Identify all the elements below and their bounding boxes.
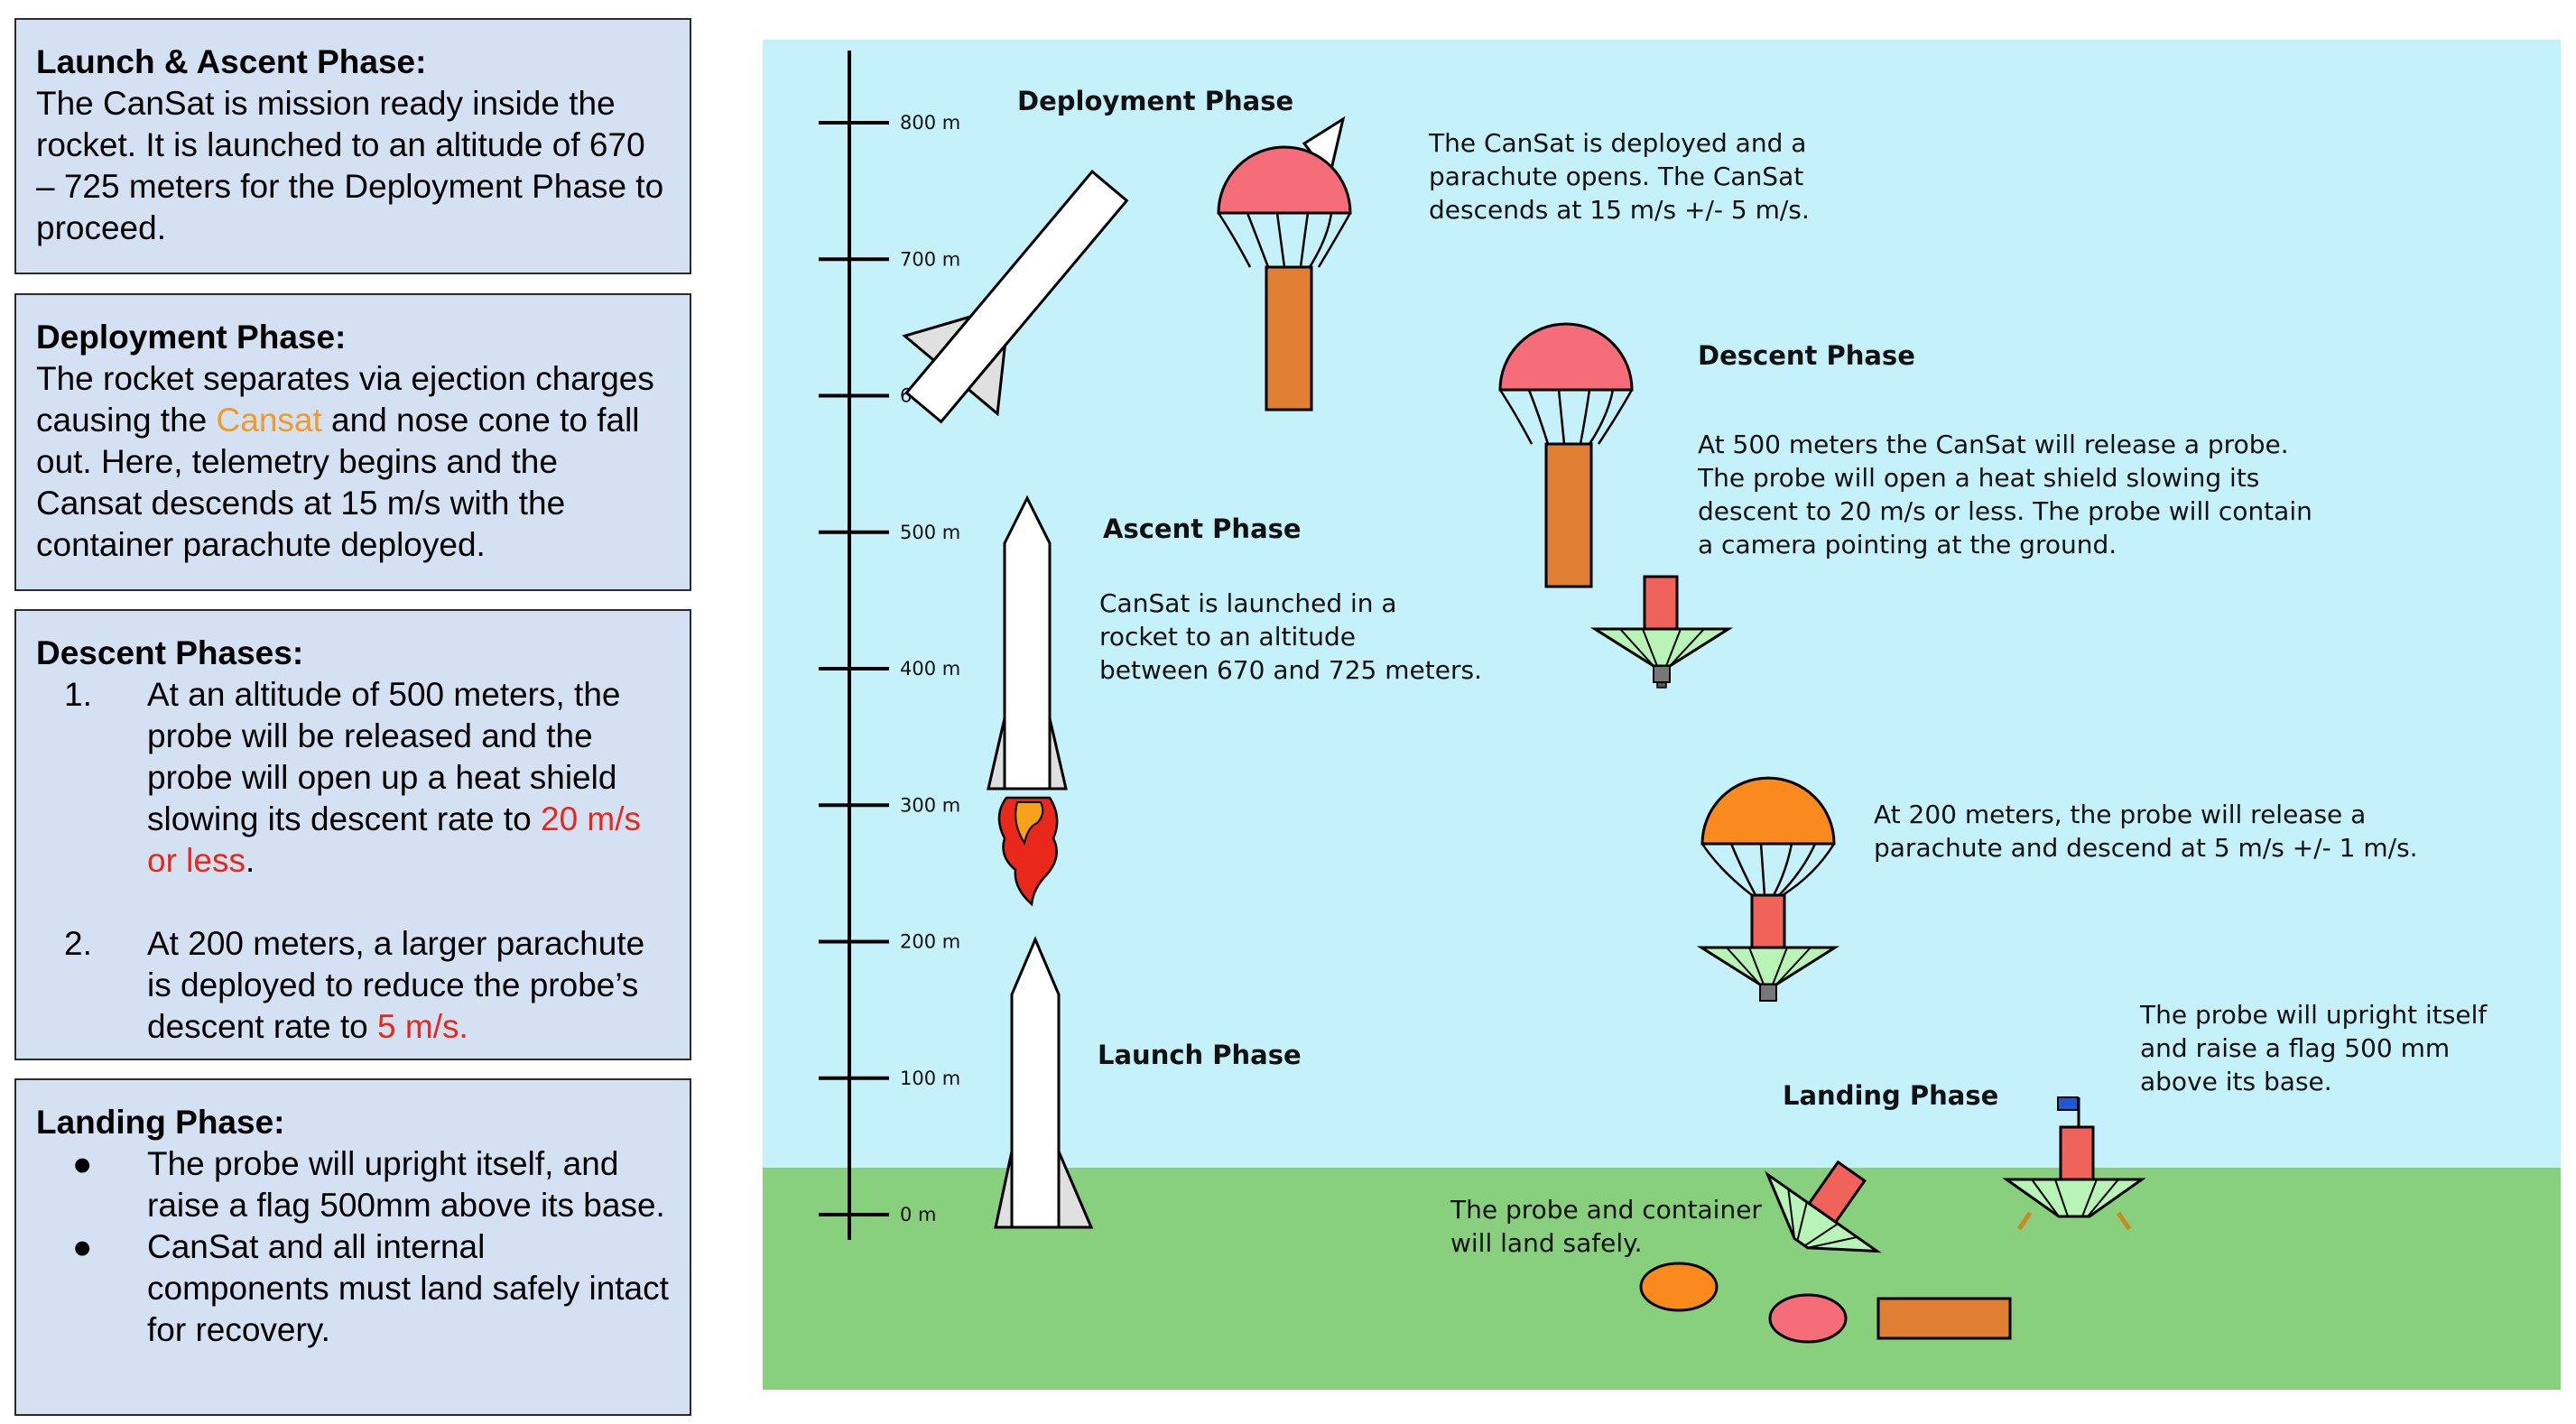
deployment-parachute-container	[1217, 145, 1352, 411]
deployment-phase-line-2: parachute opens. The CanSat	[1429, 162, 1803, 191]
altitude-tick-label: 0 m	[900, 1204, 937, 1225]
deployment-body-end: and nose cone to fall out. Here, telemet…	[36, 402, 640, 563]
altitude-tick-label: 300 m	[900, 794, 960, 816]
deployment-phase-line-1: The CanSat is deployed and a	[1428, 128, 1806, 158]
landing-heading: Landing Phase:	[36, 1104, 285, 1141]
ascent-phase-title: Ascent Phase	[1103, 513, 1302, 544]
launch-rocket	[994, 936, 1094, 1229]
landing-bullet-1-text: The probe will upright itself, and raise…	[147, 1145, 665, 1224]
altitude-tick-label: 700 m	[900, 248, 960, 270]
landed-pink-parachute	[1768, 1293, 1848, 1344]
landed-container	[1876, 1297, 2012, 1340]
launch-ascent-heading: Launch & Ascent Phase:	[36, 43, 427, 80]
landing-phase-title: Landing Phase	[1783, 1080, 1998, 1111]
descent-item-2-number: 2.	[64, 925, 92, 962]
deployment-body-start: The rocket separates via ejection charge…	[36, 360, 654, 439]
altitude-tick-label: 800 m	[900, 112, 960, 134]
tipped-probe	[1764, 1160, 1882, 1253]
descent-phase-title: Descent Phase	[1698, 340, 1915, 371]
descent-phase-line-4: a camera pointing at the ground.	[1698, 530, 2117, 559]
land-safely-line-1: The probe and container	[1450, 1195, 1762, 1225]
altitude-tick-label: 500 m	[900, 522, 960, 543]
separated-rocket-body	[902, 170, 1129, 424]
launch-phase-title: Launch Phase	[1098, 1040, 1302, 1070]
landing-bullet-2-text: CanSat and all internal components must …	[147, 1228, 669, 1348]
descent-item-1-highlight: 20 m/s or less	[147, 800, 642, 879]
descent-phase-line-3: descent to 20 m/s or less. The probe wil…	[1698, 496, 2312, 526]
launch-ascent-panel: Launch & Ascent Phase: The CanSat is mis…	[14, 18, 691, 274]
probe-upright-line-1: The probe will upright itself	[2139, 1000, 2488, 1030]
bullet-icon: ●	[72, 1145, 93, 1182]
probe-upright-line-2: and raise a flag 500 mm	[2140, 1033, 2450, 1063]
landing-panel: Landing Phase: ● The probe will upright i…	[14, 1078, 691, 1416]
flame-icon	[997, 796, 1059, 907]
descent-parachute-container	[1498, 322, 1634, 588]
deployment-phase-title: Deployment Phase	[1017, 86, 1293, 116]
descent-item-2: 2. At 200 meters, a larger parachute is d…	[36, 923, 670, 1048]
land-safely-line-2: will land safely.	[1450, 1228, 1643, 1258]
upright-probe	[2002, 1097, 2146, 1231]
descent-item-1-number: 1.	[64, 676, 92, 713]
ascent-phase-line-1: CanSat is launched in a	[1099, 588, 1397, 618]
descent-item-1-after: .	[245, 842, 255, 879]
landing-bullet-2: ● CanSat and all internal components must…	[36, 1226, 670, 1351]
altitude-tick-label: 200 m	[900, 931, 960, 953]
probe-upright-line-3: above its base.	[2140, 1067, 2332, 1096]
descent-item-1-text: At an altitude of 500 meters, the probe …	[147, 676, 621, 837]
parachute-200m-line-1: At 200 meters, the probe will release a	[1874, 800, 2366, 829]
altitude-tick-label: 100 m	[900, 1068, 960, 1089]
descent-item-2-highlight: 5 m/s.	[377, 1008, 468, 1045]
bullet-icon: ●	[72, 1228, 93, 1265]
descent-phase-line-1: At 500 meters the CanSat will release a …	[1698, 430, 2289, 459]
deployment-phase-line-3: descends at 15 m/s +/- 5 m/s.	[1429, 195, 1810, 225]
probe-with-heat-shield	[1589, 575, 1734, 689]
altitude-tick-label: 400 m	[900, 658, 960, 680]
landing-list: ● The probe will upright itself, and rais…	[36, 1143, 670, 1351]
ascent-phase-line-2: rocket to an altitude	[1099, 622, 1356, 652]
deployment-heading: Deployment Phase:	[36, 319, 347, 356]
parachute-200m-line-2: parachute and descend at 5 m/s +/- 1 m/s…	[1874, 833, 2418, 863]
probe-parachute	[1696, 776, 1840, 1002]
descent-list: 1. At an altitude of 500 meters, the prob…	[36, 674, 670, 1048]
deployment-cansat-highlight: Cansat	[216, 402, 322, 439]
launch-ascent-body: The CanSat is mission ready inside the r…	[36, 85, 664, 246]
deployment-body: The rocket separates via ejection charge…	[36, 358, 670, 566]
descent-phase-line-2: The probe will open a heat shield slowin…	[1697, 463, 2259, 493]
descent-list-gap	[36, 882, 670, 923]
descent-panel: Descent Phases: 1. At an altitude of 500 …	[14, 609, 691, 1060]
deployment-panel: Deployment Phase: The rocket separates v…	[14, 293, 691, 591]
flag-icon	[2057, 1096, 2079, 1111]
descent-item-2-text: At 200 meters, a larger parachute is dep…	[147, 925, 645, 1045]
ascent-phase-line-3: between 670 and 725 meters.	[1099, 655, 1482, 685]
descent-item-1: 1. At an altitude of 500 meters, the prob…	[36, 674, 670, 882]
landing-bullet-1: ● The probe will upright itself, and rais…	[36, 1143, 670, 1226]
landed-orange-parachute	[1639, 1262, 1719, 1312]
descent-heading: Descent Phases:	[36, 634, 304, 671]
ascent-rocket	[987, 495, 1068, 791]
